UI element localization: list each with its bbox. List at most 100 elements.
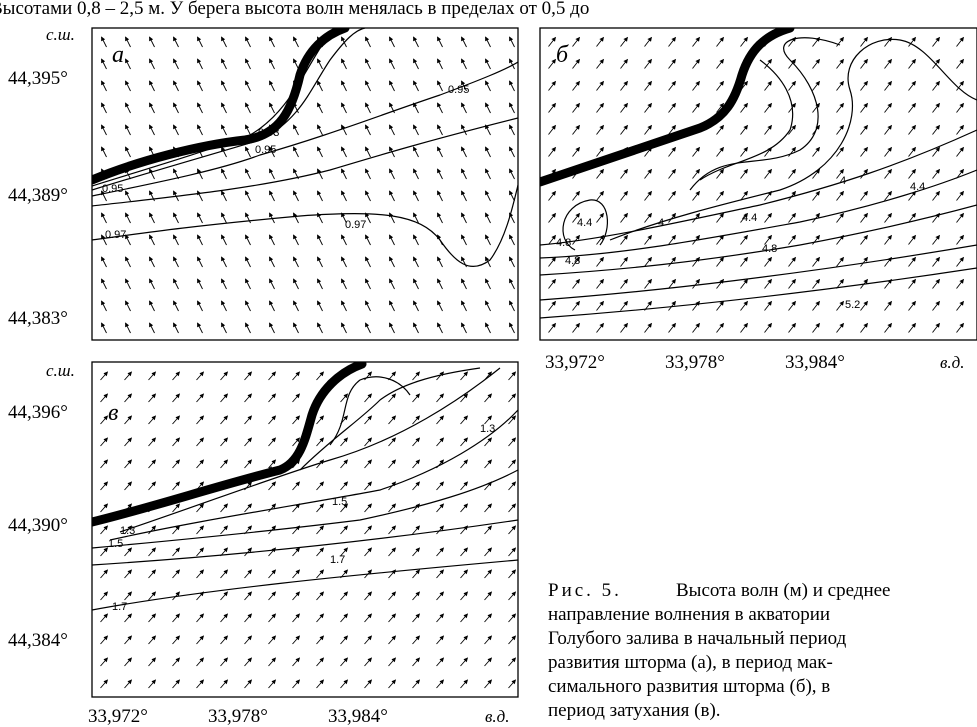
direction-arrow [268, 613, 276, 623]
direction-arrow [412, 415, 420, 425]
direction-arrow [149, 102, 155, 114]
direction-arrow [389, 322, 395, 334]
direction-arrow [365, 234, 371, 246]
direction-arrow [860, 58, 868, 69]
direction-arrow [932, 278, 940, 289]
direction-arrow [596, 80, 604, 91]
direction-arrow [124, 437, 132, 447]
direction-arrow [148, 635, 156, 645]
direction-arrow [221, 168, 227, 180]
direction-arrow [716, 278, 724, 289]
header-text: Высотами 0,8 – 2,5 м. У берега высота во… [0, 0, 589, 19]
contour [92, 559, 518, 611]
lat-tick-label: 44,383° [8, 308, 68, 329]
direction-arrow [668, 256, 676, 267]
direction-arrow [148, 459, 156, 469]
direction-arrow [341, 102, 347, 114]
direction-arrow [548, 256, 556, 267]
direction-arrow [412, 657, 420, 667]
direction-arrow [100, 415, 108, 425]
direction-arrow [269, 234, 275, 246]
direction-arrow [812, 256, 820, 267]
direction-arrow [932, 146, 940, 157]
direction-arrow [884, 124, 892, 135]
direction-arrow [740, 102, 748, 113]
direction-arrow [413, 124, 419, 136]
direction-arrow [620, 256, 628, 267]
direction-arrow [461, 190, 467, 202]
contour [689, 37, 841, 191]
direction-arrow [365, 190, 371, 202]
lat-tick-label: 44,389° [8, 185, 68, 206]
direction-arrow [172, 569, 180, 579]
direction-arrow [413, 190, 419, 202]
direction-arrow [340, 503, 348, 513]
direction-arrow [460, 393, 468, 403]
direction-arrow [485, 58, 491, 70]
direction-arrow [668, 300, 676, 311]
direction-arrow [221, 58, 227, 70]
direction-arrow [101, 102, 107, 114]
direction-arrow [125, 256, 131, 268]
direction-arrow [221, 36, 227, 48]
direction-arrow [956, 146, 964, 157]
direction-arrow [125, 36, 131, 48]
direction-arrow [197, 256, 203, 268]
direction-arrow [149, 322, 155, 334]
direction-arrow [596, 146, 604, 157]
direction-arrow [908, 102, 916, 113]
direction-arrow [125, 300, 131, 312]
direction-arrow [220, 503, 228, 513]
direction-arrow [740, 36, 748, 47]
direction-arrow [692, 168, 700, 179]
direction-arrow [100, 547, 108, 557]
direction-arrow [148, 679, 156, 689]
direction-arrow [509, 256, 515, 268]
coastline [92, 362, 367, 527]
direction-arrow [293, 146, 299, 158]
direction-arrow [268, 591, 276, 601]
direction-arrow [413, 212, 419, 224]
direction-arrow [293, 300, 299, 312]
direction-arrow [364, 503, 372, 513]
direction-arrow [244, 371, 252, 381]
contour-label: 4.8 [565, 255, 580, 267]
direction-arrow [220, 569, 228, 579]
direction-arrow [340, 393, 348, 403]
direction-arrow [668, 80, 676, 91]
direction-arrow [436, 393, 444, 403]
direction-arrow [292, 415, 300, 425]
direction-arrow [461, 234, 467, 246]
direction-arrow [508, 657, 516, 667]
direction-arrow [932, 322, 940, 333]
direction-arrow [437, 168, 443, 180]
direction-arrow [101, 80, 107, 92]
direction-arrow [317, 278, 323, 290]
direction-arrow [437, 322, 443, 334]
direction-arrow [668, 36, 676, 47]
direction-arrow [196, 393, 204, 403]
direction-arrow [484, 503, 492, 513]
direction-arrow [268, 569, 276, 579]
direction-arrow [692, 36, 700, 47]
direction-arrow [509, 300, 515, 312]
direction-arrow [485, 80, 491, 92]
direction-arrow [244, 503, 252, 513]
direction-arrow [644, 322, 652, 333]
direction-arrow [484, 525, 492, 535]
direction-arrow [220, 525, 228, 535]
direction-arrow [316, 657, 324, 667]
direction-arrow [293, 36, 299, 48]
direction-arrow [148, 371, 156, 381]
direction-arrow [124, 613, 132, 623]
direction-arrow [124, 635, 132, 645]
direction-arrow [692, 256, 700, 267]
direction-arrow [692, 278, 700, 289]
direction-arrow [101, 234, 107, 246]
direction-arrow [292, 547, 300, 557]
direction-arrow [292, 591, 300, 601]
direction-arrow [460, 635, 468, 645]
direction-arrow [389, 278, 395, 290]
caption-line: Голубого залива в начальный период [548, 628, 847, 649]
